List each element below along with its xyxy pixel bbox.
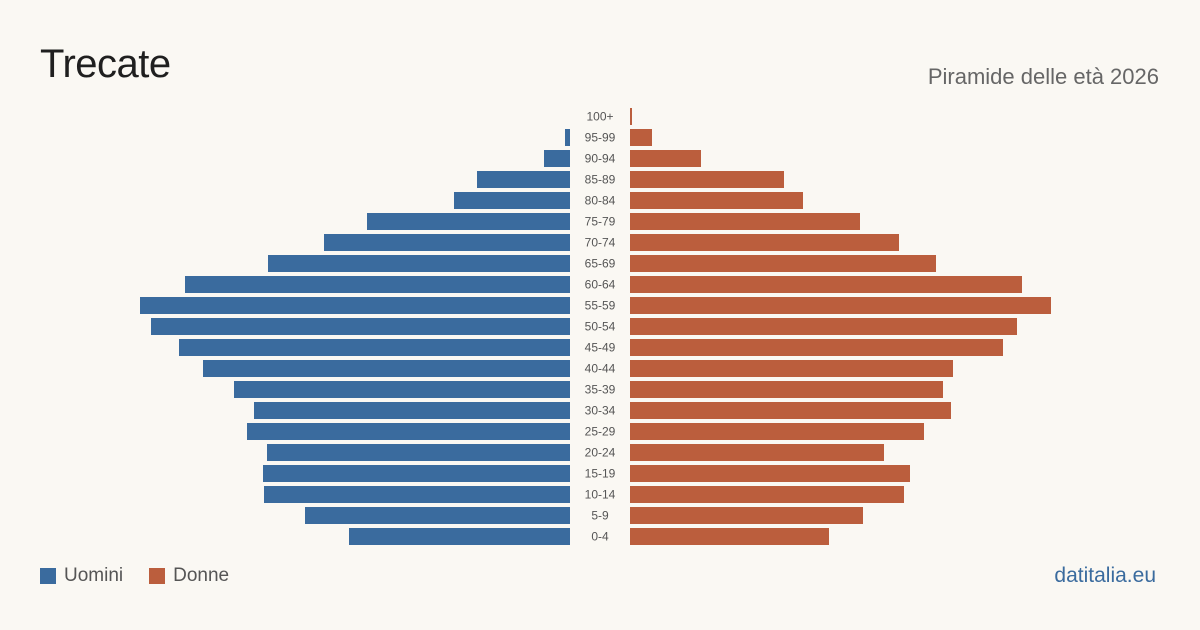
age-label-20-24: 20-24 (585, 446, 616, 460)
bar-men-85-89 (477, 171, 570, 188)
age-label-80-84: 80-84 (585, 194, 616, 208)
bar-men-60-64 (185, 276, 570, 293)
bar-men-50-54 (151, 318, 570, 335)
legend-swatch-women (149, 568, 166, 584)
age-label-30-34: 30-34 (585, 404, 616, 418)
bar-women-40-44 (630, 360, 953, 377)
bar-women-85-89 (630, 171, 784, 188)
bar-women-20-24 (630, 444, 884, 461)
legend-label-women: Donne (173, 565, 230, 586)
age-label-45-49: 45-49 (585, 341, 616, 355)
age-label-15-19: 15-19 (585, 467, 616, 481)
bar-women-55-59 (630, 297, 1051, 314)
age-label-85-89: 85-89 (585, 173, 616, 187)
age-label-50-54: 50-54 (585, 320, 616, 334)
bar-women-60-64 (630, 276, 1022, 293)
bar-women-0-4 (630, 528, 829, 545)
legend: Uomini Donne (40, 565, 255, 587)
age-label-55-59: 55-59 (585, 299, 616, 313)
bar-women-90-94 (630, 150, 701, 167)
age-label-10-14: 10-14 (585, 488, 616, 502)
age-label-75-79: 75-79 (585, 215, 616, 229)
bar-men-20-24 (267, 444, 570, 461)
bar-women-65-69 (630, 255, 936, 272)
age-label-95-99: 95-99 (585, 131, 616, 145)
bar-women-10-14 (630, 486, 904, 503)
bar-women-100+ (630, 108, 632, 125)
age-label-35-39: 35-39 (585, 383, 616, 397)
bar-women-95-99 (630, 129, 652, 146)
age-label-100+: 100+ (586, 110, 613, 124)
bar-men-45-49 (179, 339, 570, 356)
chart-title: Trecate (40, 42, 171, 86)
bar-women-80-84 (630, 192, 803, 209)
bar-men-40-44 (203, 360, 570, 377)
bar-women-70-74 (630, 234, 899, 251)
bar-women-25-29 (630, 423, 924, 440)
age-label-90-94: 90-94 (585, 152, 616, 166)
bar-men-90-94 (544, 150, 570, 167)
bar-men-5-9 (305, 507, 570, 524)
age-label-65-69: 65-69 (585, 257, 616, 271)
bar-women-45-49 (630, 339, 1003, 356)
legend-swatch-men (40, 568, 56, 584)
age-label-0-4: 0-4 (591, 530, 609, 544)
bar-men-15-19 (263, 465, 570, 482)
legend-item-men: Uomini (40, 565, 123, 587)
age-label-5-9: 5-9 (591, 509, 609, 523)
bar-men-25-29 (247, 423, 570, 440)
age-label-70-74: 70-74 (585, 236, 616, 250)
source-link[interactable]: datitalia.eu (1054, 564, 1156, 587)
bar-men-55-59 (140, 297, 570, 314)
bar-men-30-34 (254, 402, 570, 419)
bar-men-80-84 (454, 192, 570, 209)
bar-men-0-4 (349, 528, 570, 545)
bar-women-15-19 (630, 465, 910, 482)
bar-women-75-79 (630, 213, 860, 230)
chart-subtitle: Piramide delle età 2026 (927, 64, 1159, 89)
bar-men-65-69 (268, 255, 570, 272)
bar-women-30-34 (630, 402, 951, 419)
bar-women-5-9 (630, 507, 863, 524)
bar-men-10-14 (264, 486, 570, 503)
age-label-25-29: 25-29 (585, 425, 616, 439)
bar-women-50-54 (630, 318, 1017, 335)
legend-label-men: Uomini (64, 565, 124, 586)
age-label-60-64: 60-64 (585, 278, 616, 292)
bar-men-35-39 (234, 381, 570, 398)
bar-women-35-39 (630, 381, 943, 398)
bar-men-70-74 (324, 234, 570, 251)
age-label-40-44: 40-44 (585, 362, 616, 376)
bar-men-95-99 (565, 129, 570, 146)
legend-item-women: Donne (149, 565, 229, 587)
bar-men-75-79 (367, 213, 570, 230)
